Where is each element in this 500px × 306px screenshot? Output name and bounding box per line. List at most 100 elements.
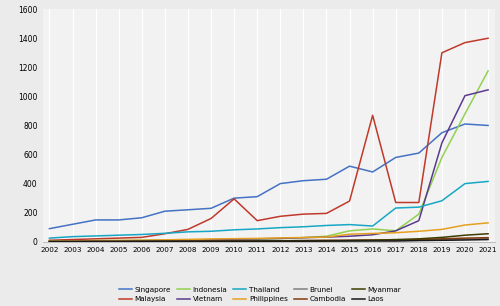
Brunei bbox=[324, 239, 330, 242]
Malaysia bbox=[208, 217, 214, 220]
Philippines bbox=[439, 228, 445, 231]
Philippines bbox=[92, 239, 98, 242]
Thailand bbox=[254, 227, 260, 231]
Thailand bbox=[208, 230, 214, 233]
Cambodia bbox=[392, 238, 398, 242]
Indonesia bbox=[254, 237, 260, 241]
Indonesia bbox=[278, 237, 283, 241]
Singapore bbox=[70, 222, 75, 226]
Myanmar bbox=[162, 240, 168, 243]
Vietnam bbox=[485, 88, 491, 92]
Malaysia bbox=[392, 201, 398, 204]
Thailand bbox=[116, 233, 121, 237]
Brunei bbox=[300, 239, 306, 242]
Brunei bbox=[462, 237, 468, 241]
Myanmar bbox=[324, 239, 330, 243]
Cambodia bbox=[116, 240, 121, 243]
Malaysia bbox=[139, 236, 145, 239]
Brunei bbox=[231, 239, 237, 243]
Vietnam bbox=[370, 233, 376, 237]
Laos bbox=[185, 240, 191, 243]
Indonesia bbox=[162, 238, 168, 242]
Singapore bbox=[278, 182, 283, 185]
Line: Vietnam: Vietnam bbox=[50, 90, 488, 241]
Myanmar bbox=[439, 236, 445, 239]
Malaysia bbox=[346, 199, 352, 203]
Line: Laos: Laos bbox=[50, 240, 488, 242]
Laos bbox=[392, 239, 398, 243]
Vietnam bbox=[46, 240, 52, 243]
Malaysia bbox=[162, 232, 168, 236]
Myanmar bbox=[70, 240, 75, 244]
Indonesia bbox=[392, 229, 398, 233]
Line: Singapore: Singapore bbox=[50, 124, 488, 229]
Brunei bbox=[416, 238, 422, 242]
Cambodia bbox=[46, 240, 52, 244]
Malaysia bbox=[70, 238, 75, 241]
Legend: Singapore, Malaysia, Indonesia, Vietnam, Thailand, Philippines, Brunei, Cambodia: Singapore, Malaysia, Indonesia, Vietnam,… bbox=[118, 287, 402, 302]
Thailand bbox=[46, 236, 52, 240]
Vietnam bbox=[231, 237, 237, 241]
Brunei bbox=[485, 237, 491, 241]
Philippines bbox=[116, 239, 121, 242]
Myanmar bbox=[92, 240, 98, 243]
Malaysia bbox=[92, 237, 98, 241]
Indonesia bbox=[485, 69, 491, 73]
Laos bbox=[92, 240, 98, 244]
Laos bbox=[300, 239, 306, 243]
Malaysia bbox=[231, 197, 237, 201]
Brunei bbox=[370, 238, 376, 242]
Philippines bbox=[231, 237, 237, 241]
Indonesia bbox=[139, 238, 145, 242]
Brunei bbox=[116, 240, 121, 243]
Brunei bbox=[139, 239, 145, 243]
Brunei bbox=[392, 238, 398, 242]
Indonesia bbox=[416, 212, 422, 216]
Indonesia bbox=[370, 227, 376, 231]
Singapore bbox=[439, 131, 445, 135]
Laos bbox=[439, 238, 445, 242]
Vietnam bbox=[92, 239, 98, 243]
Vietnam bbox=[116, 239, 121, 243]
Thailand bbox=[70, 235, 75, 238]
Cambodia bbox=[416, 238, 422, 241]
Cambodia bbox=[462, 236, 468, 240]
Brunei bbox=[46, 240, 52, 243]
Brunei bbox=[208, 239, 214, 243]
Laos bbox=[254, 240, 260, 243]
Malaysia bbox=[185, 228, 191, 231]
Myanmar bbox=[392, 238, 398, 241]
Thailand bbox=[300, 225, 306, 229]
Indonesia bbox=[46, 239, 52, 243]
Philippines bbox=[416, 230, 422, 233]
Thailand bbox=[370, 224, 376, 228]
Philippines bbox=[278, 236, 283, 240]
Myanmar bbox=[416, 237, 422, 241]
Malaysia bbox=[116, 236, 121, 240]
Singapore bbox=[485, 124, 491, 127]
Malaysia bbox=[254, 219, 260, 222]
Laos bbox=[231, 240, 237, 243]
Vietnam bbox=[139, 239, 145, 243]
Singapore bbox=[370, 170, 376, 174]
Singapore bbox=[324, 177, 330, 181]
Brunei bbox=[439, 238, 445, 241]
Thailand bbox=[416, 205, 422, 209]
Laos bbox=[46, 240, 52, 244]
Thailand bbox=[92, 234, 98, 238]
Philippines bbox=[346, 232, 352, 236]
Philippines bbox=[185, 237, 191, 241]
Myanmar bbox=[116, 240, 121, 243]
Indonesia bbox=[324, 234, 330, 238]
Philippines bbox=[324, 235, 330, 239]
Philippines bbox=[370, 232, 376, 235]
Line: Thailand: Thailand bbox=[50, 181, 488, 238]
Thailand bbox=[278, 226, 283, 230]
Vietnam bbox=[346, 234, 352, 238]
Indonesia bbox=[346, 229, 352, 233]
Myanmar bbox=[346, 239, 352, 242]
Laos bbox=[485, 238, 491, 241]
Vietnam bbox=[324, 235, 330, 239]
Singapore bbox=[254, 195, 260, 199]
Cambodia bbox=[300, 239, 306, 242]
